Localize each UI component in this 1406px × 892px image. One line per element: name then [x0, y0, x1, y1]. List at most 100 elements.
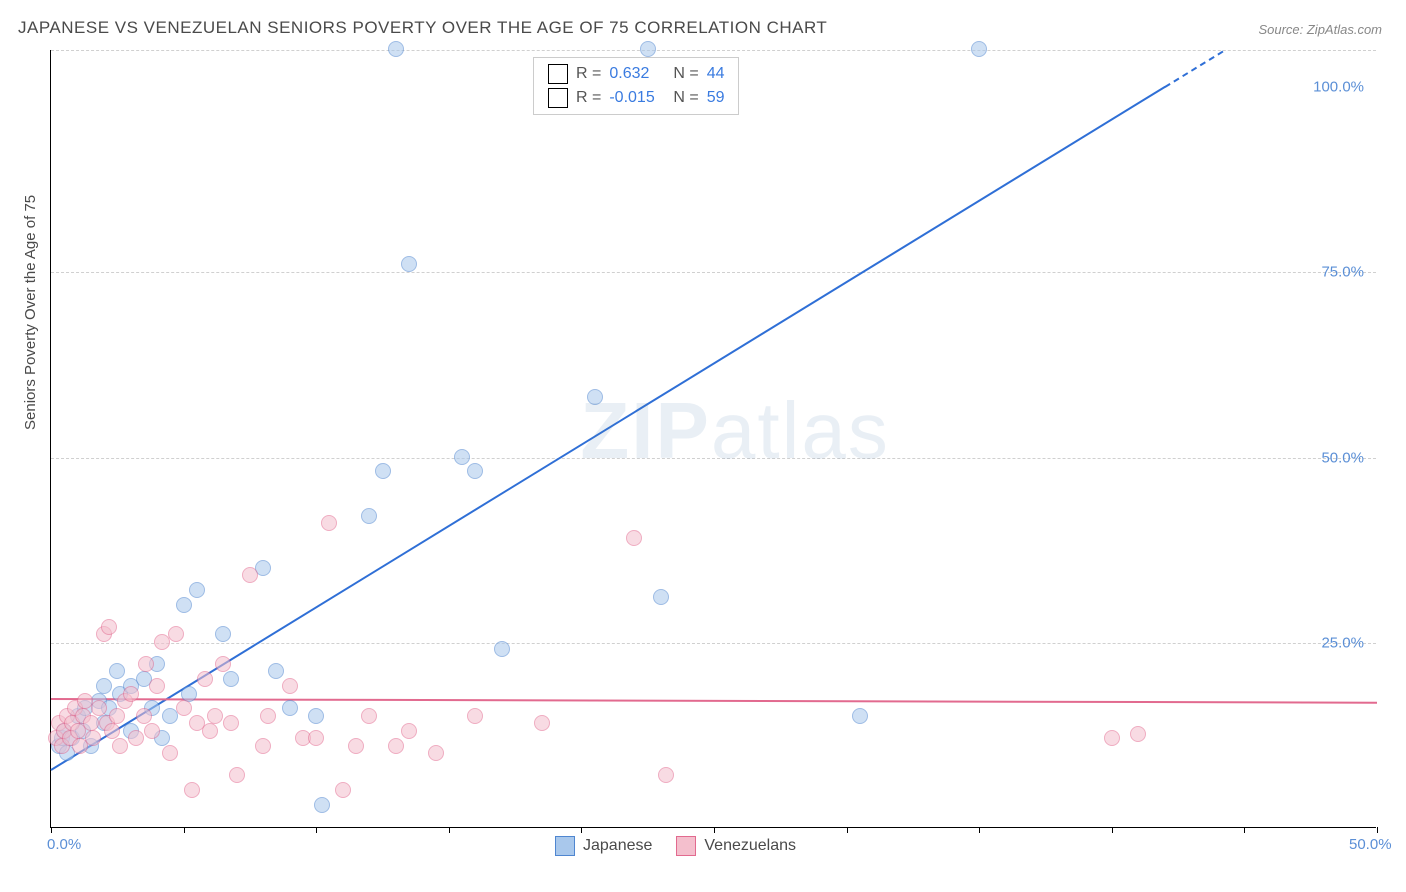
- x-tick: [1377, 827, 1378, 833]
- data-point: [144, 723, 160, 739]
- data-point: [401, 256, 417, 272]
- data-point: [282, 700, 298, 716]
- data-point: [361, 508, 377, 524]
- x-tick: [1244, 827, 1245, 833]
- data-point: [852, 708, 868, 724]
- y-tick-label: 75.0%: [1321, 264, 1364, 281]
- legend-n-label: N =: [673, 65, 698, 83]
- legend-swatch: [555, 836, 575, 856]
- legend-item: Japanese: [555, 836, 652, 856]
- data-point: [388, 738, 404, 754]
- data-point: [335, 782, 351, 798]
- gridline: [51, 50, 1376, 51]
- scatter-plot: 25.0%50.0%75.0%100.0%0.0%50.0%: [50, 50, 1376, 828]
- page-title: JAPANESE VS VENEZUELAN SENIORS POVERTY O…: [18, 18, 827, 38]
- data-point: [260, 708, 276, 724]
- trend-line: [51, 698, 1377, 704]
- data-point: [202, 723, 218, 739]
- gridline: [51, 272, 1376, 273]
- legend-r-label: R =: [576, 89, 601, 107]
- x-tick: [581, 827, 582, 833]
- data-point: [168, 626, 184, 642]
- data-point: [587, 389, 603, 405]
- trend-line: [1164, 50, 1223, 87]
- legend-swatch: [676, 836, 696, 856]
- series-legend: Japanese Venezuelans: [555, 836, 796, 856]
- data-point: [96, 678, 112, 694]
- data-point: [282, 678, 298, 694]
- data-point: [1104, 730, 1120, 746]
- data-point: [626, 530, 642, 546]
- legend-row: R = 0.632 N = 44: [548, 64, 724, 84]
- x-tick: [449, 827, 450, 833]
- x-tick: [51, 827, 52, 833]
- legend-r-value: -0.015: [609, 89, 665, 107]
- data-point: [321, 515, 337, 531]
- data-point: [229, 767, 245, 783]
- data-point: [138, 656, 154, 672]
- y-tick-label: 25.0%: [1321, 634, 1364, 651]
- legend-r-label: R =: [576, 65, 601, 83]
- data-point: [215, 626, 231, 642]
- data-point: [181, 686, 197, 702]
- data-point: [494, 641, 510, 657]
- x-tick: [847, 827, 848, 833]
- correlation-legend: R = 0.632 N = 44 R = -0.015 N = 59: [533, 57, 739, 115]
- data-point: [268, 663, 284, 679]
- data-point: [215, 656, 231, 672]
- x-tick: [979, 827, 980, 833]
- legend-r-value: 0.632: [609, 65, 665, 83]
- legend-swatch: [548, 64, 568, 84]
- source-attribution: Source: ZipAtlas.com: [1258, 22, 1382, 37]
- data-point: [308, 708, 324, 724]
- data-point: [314, 797, 330, 813]
- data-point: [109, 708, 125, 724]
- data-point: [308, 730, 324, 746]
- data-point: [176, 700, 192, 716]
- data-point: [255, 738, 271, 754]
- x-tick: [714, 827, 715, 833]
- legend-n-value: 59: [707, 89, 725, 107]
- legend-row: R = -0.015 N = 59: [548, 88, 724, 108]
- x-tick: [184, 827, 185, 833]
- data-point: [149, 678, 165, 694]
- gridline: [51, 458, 1376, 459]
- data-point: [223, 671, 239, 687]
- data-point: [123, 686, 139, 702]
- data-point: [653, 589, 669, 605]
- data-point: [361, 708, 377, 724]
- x-tick: [1112, 827, 1113, 833]
- data-point: [454, 449, 470, 465]
- y-tick-label: 100.0%: [1313, 79, 1364, 96]
- x-tick-label: 0.0%: [47, 836, 81, 853]
- data-point: [1130, 726, 1146, 742]
- x-tick-label: 50.0%: [1349, 836, 1392, 853]
- data-point: [162, 745, 178, 761]
- legend-label: Japanese: [583, 837, 652, 855]
- data-point: [112, 738, 128, 754]
- data-point: [401, 723, 417, 739]
- data-point: [104, 723, 120, 739]
- data-point: [534, 715, 550, 731]
- data-point: [197, 671, 213, 687]
- y-tick-label: 50.0%: [1321, 449, 1364, 466]
- legend-label: Venezuelans: [704, 837, 796, 855]
- data-point: [640, 41, 656, 57]
- x-tick: [316, 827, 317, 833]
- data-point: [242, 567, 258, 583]
- data-point: [83, 715, 99, 731]
- data-point: [388, 41, 404, 57]
- legend-n-value: 44: [707, 65, 725, 83]
- legend-n-label: N =: [673, 89, 698, 107]
- data-point: [128, 730, 144, 746]
- legend-swatch: [548, 88, 568, 108]
- data-point: [184, 782, 200, 798]
- gridline: [51, 643, 1376, 644]
- data-point: [189, 582, 205, 598]
- data-point: [136, 708, 152, 724]
- data-point: [658, 767, 674, 783]
- data-point: [467, 463, 483, 479]
- data-point: [971, 41, 987, 57]
- data-point: [348, 738, 364, 754]
- y-axis-label: Seniors Poverty Over the Age of 75: [22, 195, 39, 430]
